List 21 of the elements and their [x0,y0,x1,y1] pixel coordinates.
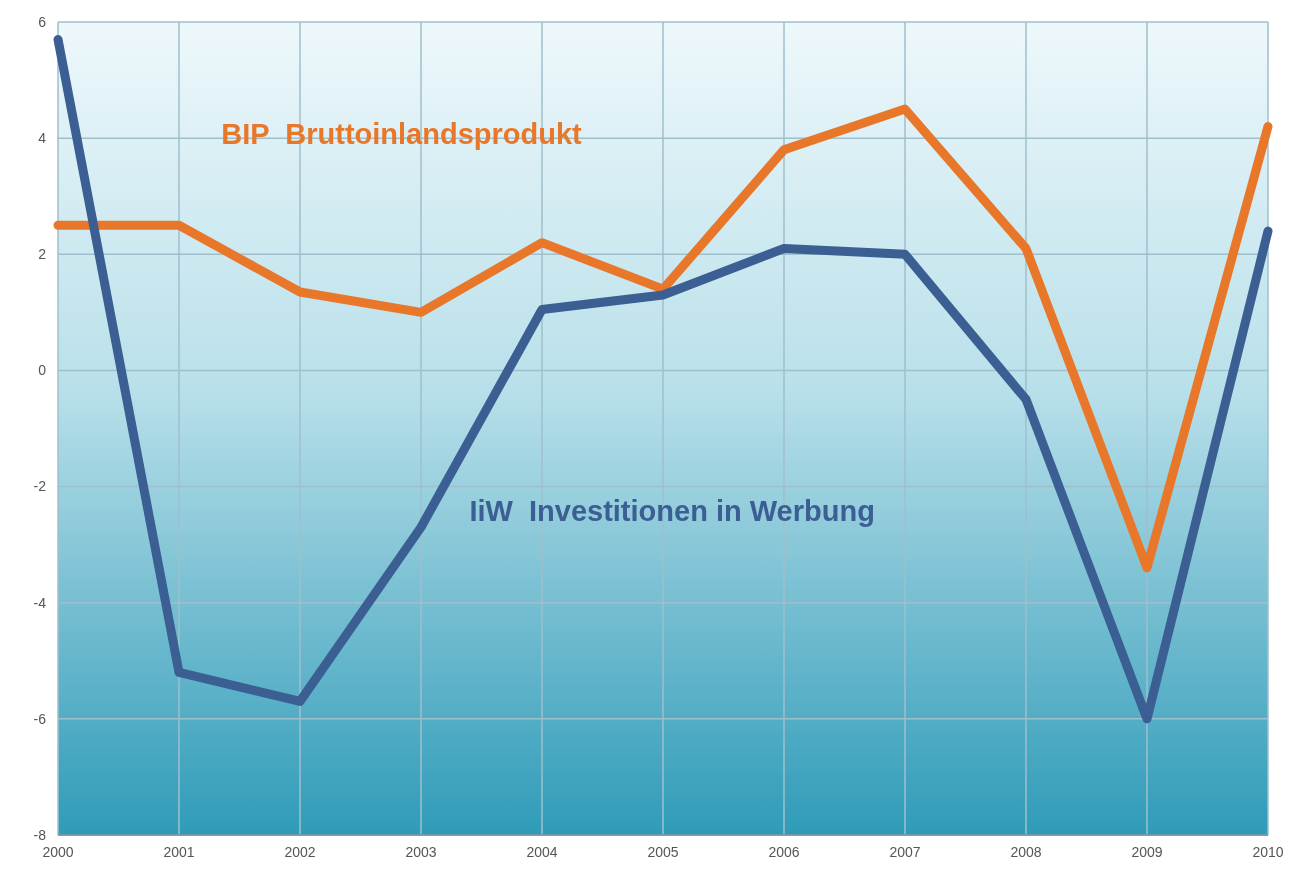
x-tick-label: 2006 [768,844,800,860]
x-tick-label: 2010 [1252,844,1284,860]
x-tick-label: 2007 [889,844,921,860]
y-tick-label: -8 [33,826,47,843]
x-tick-label: 2000 [42,844,74,860]
y-tick-label: 4 [38,130,47,147]
x-tick-label: 2003 [405,844,437,860]
y-tick-label: -4 [33,594,47,611]
series-label: IiW Investitionen in Werbung [469,495,875,528]
text: BIP Bruttoinlandsprodukt [221,117,583,150]
y-tick-label: 6 [38,13,47,30]
y-tick-label: 2 [38,246,47,263]
y-tick-label: -2 [33,478,47,495]
x-tick-label: 2004 [526,844,558,860]
x-tick-label: 2001 [163,844,195,860]
x-tick-label: 2005 [647,844,679,860]
y-tick-label: -6 [33,710,47,727]
x-tick-label: 2002 [284,844,316,860]
x-tick-label: 2009 [1131,844,1163,860]
x-tick-label: 2008 [1010,844,1042,860]
y-tick-label: 0 [38,362,47,379]
